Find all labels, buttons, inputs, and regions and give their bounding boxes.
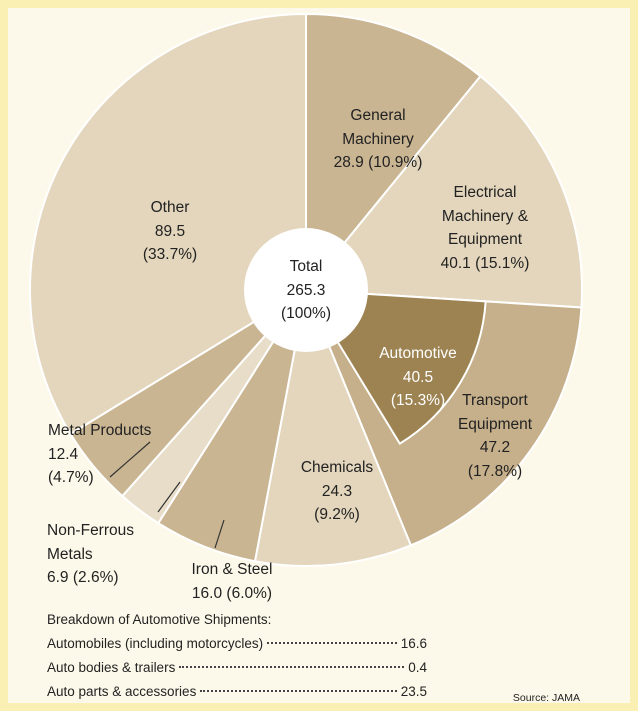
slice-values: 40.1 (15.1%) xyxy=(425,252,545,276)
slice-label: Automotive 40.5 (15.3%) xyxy=(368,342,468,413)
slice-percent: (15.3%) xyxy=(390,392,446,409)
source: Source: JAMA xyxy=(512,692,580,704)
slice xyxy=(303,74,583,309)
item-value: 23.5 xyxy=(400,684,427,699)
slice-name: Other xyxy=(150,199,190,216)
slice-value: 16.0 xyxy=(191,584,223,602)
slice-value: 47.2 xyxy=(479,439,511,456)
slice-values: 28.9 (10.9%) xyxy=(323,151,433,175)
total-value: 265.3 xyxy=(286,281,326,299)
chart-panel: General Machinery 28.9 (10.9%) Electrical … xyxy=(8,8,630,704)
slice-label: Other 89.5 (33.7%) xyxy=(120,196,220,267)
slice-name: Non-Ferrous Metals xyxy=(47,522,134,563)
item-value: 16.6 xyxy=(400,636,427,651)
slice-name: Chemicals xyxy=(300,459,374,476)
breakdown-row: Auto bodies & trailers 0.4 xyxy=(47,656,427,680)
slice-percent: (2.6%) xyxy=(72,569,119,586)
breakdown-title: Breakdown of Automotive Shipments: xyxy=(47,612,272,627)
slice-value: 89.5 xyxy=(154,222,186,240)
slice-label: Iron & Steel 16.0 (6.0%) xyxy=(167,558,297,605)
breakdown-row: Auto parts & accessories 23.5 xyxy=(47,680,427,704)
slice-name: Transport Equipment xyxy=(457,392,533,433)
dot-leader xyxy=(200,690,397,692)
slice xyxy=(29,12,307,436)
leader-line xyxy=(109,441,151,478)
slice-values: 6.9 (2.6%) xyxy=(47,566,167,590)
item-name: Auto bodies & trailers xyxy=(47,660,176,675)
slice-percent: (17.8%) xyxy=(467,462,523,480)
chart xyxy=(29,12,583,567)
slice-value: 24.3 xyxy=(321,482,353,500)
slice xyxy=(305,12,482,293)
slice-name: Iron & Steel xyxy=(191,561,273,578)
slice-percent: (4.7%) xyxy=(48,469,94,486)
slice-label: Transport Equipment 47.2 (17.8%) xyxy=(440,389,550,483)
slice-label: Metal Products 12.4 (4.7%) xyxy=(48,419,198,490)
slice-percent: (15.1%) xyxy=(475,254,530,272)
slice-values: 16.0 (6.0%) xyxy=(167,582,297,606)
slice-value: 6.9 xyxy=(47,569,69,586)
slice-value: 40.5 xyxy=(402,368,434,386)
slice-value: 12.4 xyxy=(48,445,79,463)
breakdown-rows: Automobiles (including motorcycles) 16.6 A… xyxy=(47,632,427,704)
slice-label: Chemicals 24.3 (9.2%) xyxy=(287,456,387,527)
slice-percent: (10.9%) xyxy=(368,154,423,171)
slice-percent: (6.0%) xyxy=(226,584,273,602)
item-name: Auto parts & accessories xyxy=(47,684,197,699)
slice-value: 40.1 xyxy=(440,254,471,272)
dot-leader xyxy=(267,642,397,644)
donut-hole xyxy=(244,228,368,352)
slice-value: 28.9 xyxy=(333,154,364,171)
slice-label: Electrical Machinery & Equipment 40.1 (15… xyxy=(425,181,545,275)
slice-name: Metal Products xyxy=(48,422,152,439)
leader-lines xyxy=(109,441,225,549)
breakdown: Breakdown of Automotive Shipments: Autom… xyxy=(47,608,427,704)
slice-name: General Machinery xyxy=(342,107,414,148)
item-value: 0.4 xyxy=(408,660,427,675)
slice-name: Electrical Machinery & Equipment xyxy=(441,184,529,248)
item-name: Automobiles (including motorcycles) xyxy=(47,636,264,651)
slice-label: General Machinery 28.9 (10.9%) xyxy=(323,104,433,175)
dot-leader xyxy=(179,666,405,668)
breakdown-row: Automobiles (including motorcycles) 16.6 xyxy=(47,632,427,656)
slice-percent: (9.2%) xyxy=(314,506,360,523)
total-name: Total xyxy=(289,258,323,275)
slice-percent: (33.7%) xyxy=(142,246,198,263)
leader-line xyxy=(214,519,225,549)
total-percent: (100%) xyxy=(281,305,331,322)
total-label: Total 265.3 (100%) xyxy=(256,255,356,326)
slice-name: Automotive xyxy=(379,345,457,362)
slice-label: Non-Ferrous Metals 6.9 (2.6%) xyxy=(47,519,167,590)
leader-line xyxy=(157,481,181,513)
